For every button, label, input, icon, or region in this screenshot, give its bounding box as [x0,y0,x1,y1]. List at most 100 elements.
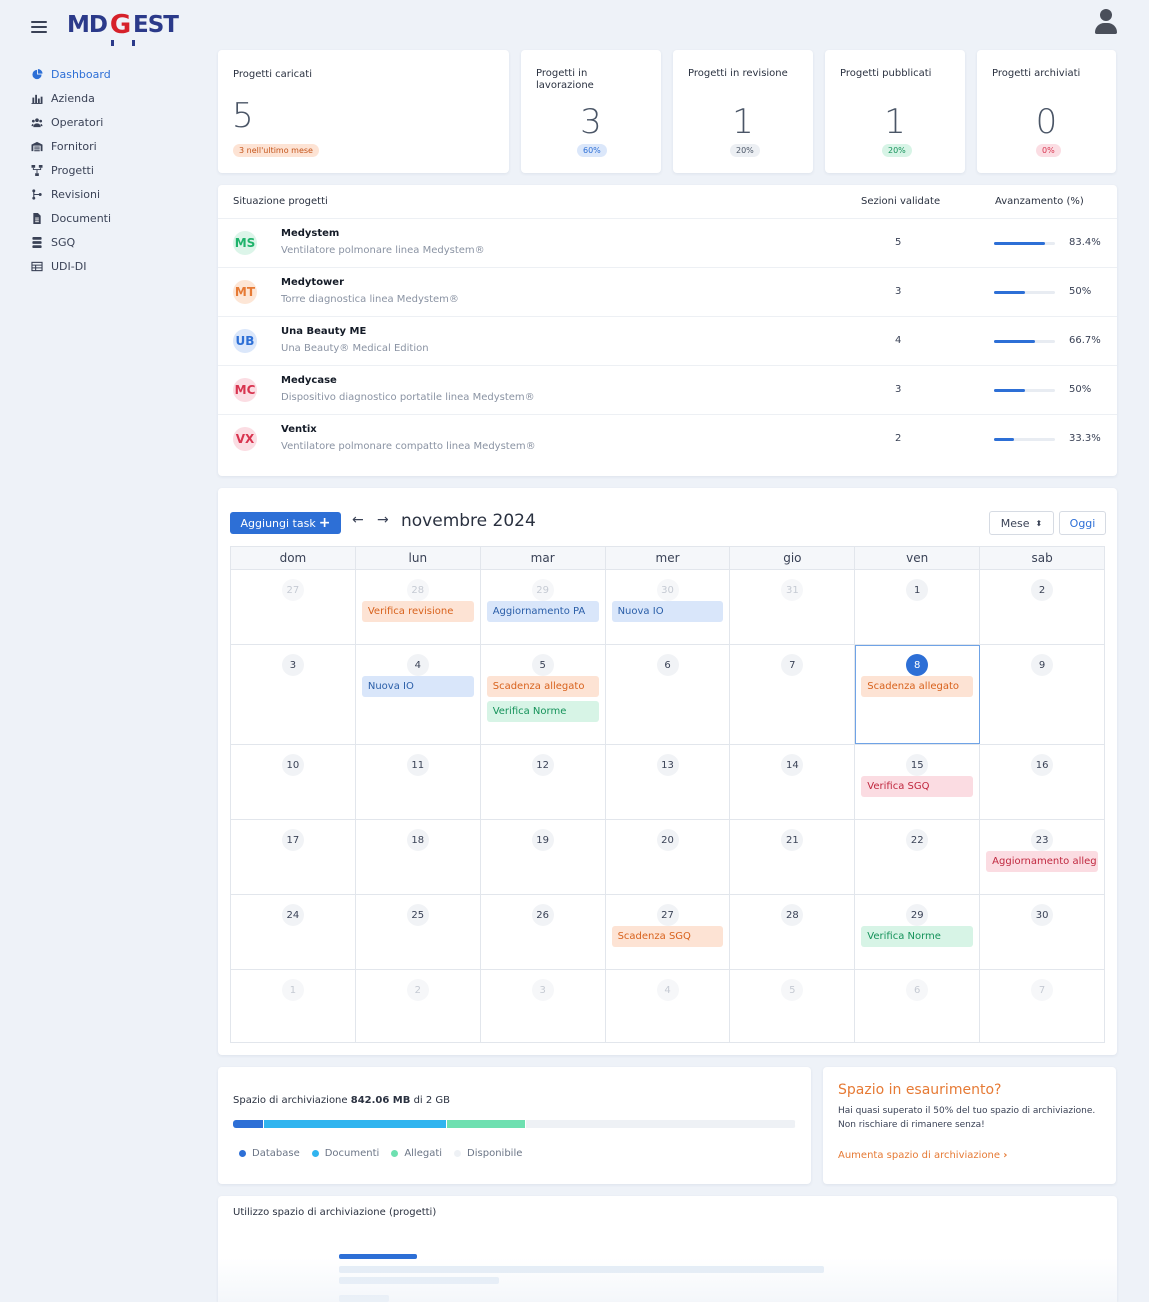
sidebar-item-sgq[interactable]: SGQ [30,230,200,254]
prev-month-icon[interactable]: ← [352,512,364,528]
sidebar-item-progetti[interactable]: Progetti [30,158,200,182]
calendar-day[interactable]: 21 [730,820,856,894]
day-number[interactable]: 30 [1031,904,1054,926]
calendar-day[interactable]: 6 [855,970,981,1042]
day-number[interactable]: 10 [281,754,304,776]
day-number[interactable]: 5 [531,654,554,676]
sidebar-item-udi-di[interactable]: UDI-DI [30,254,200,278]
day-number[interactable]: 27 [281,579,304,601]
calendar-day[interactable]: 23 Aggiornamento alleg [980,820,1104,894]
day-number[interactable]: 1 [906,579,929,601]
calendar-event[interactable]: Nuova IO [611,601,724,622]
calendar-event[interactable]: Scadenza SGQ [611,926,724,947]
calendar-day[interactable]: 6 [606,645,731,744]
table-row[interactable]: VX Ventix Ventilatore polmonare compatto l… [218,414,1117,463]
calendar-event[interactable]: Scadenza allegato [861,676,974,697]
day-number[interactable]: 27 [656,904,679,926]
calendar-day[interactable]: 2 [980,570,1104,644]
day-number[interactable]: 2 [1031,579,1054,601]
day-number[interactable]: 2 [406,979,429,1001]
day-number[interactable]: 4 [406,654,429,676]
day-number[interactable]: 16 [1031,754,1054,776]
calendar-day[interactable]: 29 Verifica Norme [855,895,981,969]
calendar-day[interactable]: 19 [481,820,606,894]
day-number[interactable]: 8 [906,654,929,676]
day-number[interactable]: 12 [531,754,554,776]
calendar-day[interactable]: 18 [356,820,481,894]
add-task-button[interactable]: Aggiungi task + [230,512,341,534]
table-row[interactable]: MT Medytower Torre diagnostica linea Medys… [218,267,1117,316]
day-number[interactable]: 31 [781,579,804,601]
day-number[interactable]: 29 [906,904,929,926]
day-number[interactable]: 23 [1031,829,1054,851]
calendar-day[interactable]: 28 Verifica revisione [356,570,481,644]
calendar-day[interactable]: 22 [855,820,981,894]
calendar-day[interactable]: 3 [231,645,356,744]
calendar-day[interactable]: 7 [730,645,856,744]
day-number[interactable]: 26 [531,904,554,926]
calendar-day[interactable]: 26 [481,895,606,969]
calendar-event[interactable]: Scadenza allegato [486,676,599,697]
day-number[interactable]: 6 [656,654,679,676]
calendar-day[interactable]: 24 [231,895,356,969]
calendar-event[interactable]: Verifica Norme [486,701,599,722]
day-number[interactable]: 29 [531,579,554,601]
app-logo[interactable]: MD G EST [67,7,179,46]
menu-toggle-icon[interactable] [31,21,47,33]
calendar-event[interactable]: Verifica Norme [861,926,974,947]
day-number[interactable]: 11 [406,754,429,776]
sidebar-item-documenti[interactable]: Documenti [30,206,200,230]
calendar-day[interactable]: 4 Nuova IO [356,645,481,744]
calendar-day[interactable]: 2 [356,970,481,1042]
sidebar-item-azienda[interactable]: Azienda [30,86,200,110]
day-number[interactable]: 30 [656,579,679,601]
day-number[interactable]: 21 [781,829,804,851]
day-number[interactable]: 17 [281,829,304,851]
calendar-day[interactable]: 27 [231,570,356,644]
calendar-day[interactable]: 13 [606,745,731,819]
calendar-day[interactable]: 27 Scadenza SGQ [606,895,731,969]
calendar-day[interactable]: 28 [730,895,856,969]
calendar-day[interactable]: 14 [730,745,856,819]
calendar-day[interactable]: 12 [481,745,606,819]
sidebar-item-revisioni[interactable]: Revisioni [30,182,200,206]
calendar-day[interactable]: 11 [356,745,481,819]
day-number[interactable]: 18 [406,829,429,851]
calendar-day[interactable]: 25 [356,895,481,969]
calendar-day[interactable]: 10 [231,745,356,819]
calendar-event[interactable]: Aggiornamento alleg [986,851,1099,872]
day-number[interactable]: 13 [656,754,679,776]
sidebar-item-dashboard[interactable]: Dashboard [30,62,200,86]
calendar-event[interactable]: Aggiornamento PA [486,601,599,622]
day-number[interactable]: 5 [781,979,804,1001]
day-number[interactable]: 6 [906,979,929,1001]
calendar-day[interactable]: 17 [231,820,356,894]
day-number[interactable]: 15 [906,754,929,776]
table-row[interactable]: UB Una Beauty ME Una Beauty® Medical Editi… [218,316,1117,365]
calendar-event[interactable]: Verifica SGQ [861,776,974,797]
calendar-day[interactable]: 4 [606,970,731,1042]
view-select[interactable]: Mese ⬍ [989,511,1054,535]
calendar-day[interactable]: 8 Scadenza allegato [855,645,981,744]
calendar-day[interactable]: 30 Nuova IO [606,570,731,644]
calendar-day[interactable]: 1 [231,970,356,1042]
calendar-day[interactable]: 3 [481,970,606,1042]
today-button[interactable]: Oggi [1059,511,1106,535]
calendar-day[interactable]: 16 [980,745,1104,819]
calendar-day[interactable]: 15 Verifica SGQ [855,745,981,819]
sidebar-item-fornitori[interactable]: Fornitori [30,134,200,158]
day-number[interactable]: 3 [281,654,304,676]
calendar-day[interactable]: 5 Scadenza allegato Verifica Norme [481,645,606,744]
sidebar-item-operatori[interactable]: Operatori [30,110,200,134]
calendar-day[interactable]: 9 [980,645,1104,744]
day-number[interactable]: 1 [281,979,304,1001]
calendar-day[interactable]: 5 [730,970,856,1042]
day-number[interactable]: 20 [656,829,679,851]
calendar-day[interactable]: 1 [855,570,981,644]
increase-storage-link[interactable]: Aumenta spazio di archiviazione › [838,1150,1007,1161]
day-number[interactable]: 7 [781,654,804,676]
calendar-day[interactable]: 30 [980,895,1104,969]
day-number[interactable]: 3 [531,979,554,1001]
day-number[interactable]: 4 [656,979,679,1001]
calendar-day[interactable]: 29 Aggiornamento PA [481,570,606,644]
